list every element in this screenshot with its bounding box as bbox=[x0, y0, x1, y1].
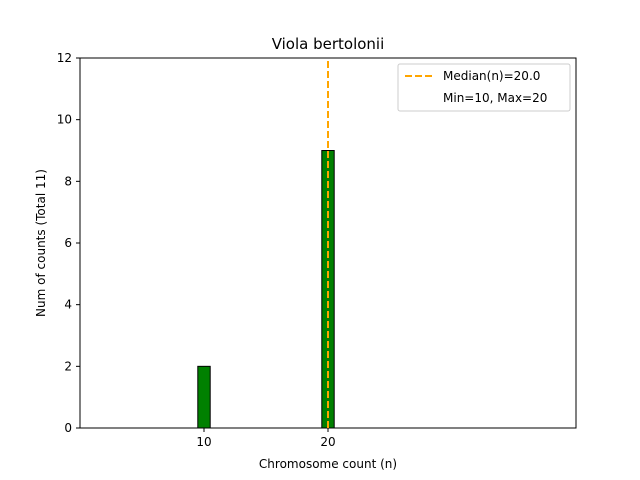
y-tick-label-10: 10 bbox=[57, 113, 72, 127]
y-axis-ticks: 0 2 4 6 8 10 12 bbox=[57, 51, 80, 435]
y-tick-label-2: 2 bbox=[64, 359, 72, 373]
chart-title: Viola bertolonii bbox=[272, 35, 385, 53]
y-axis-label: Num of counts (Total 11) bbox=[34, 169, 48, 317]
legend-median-label: Median(n)=20.0 bbox=[443, 69, 540, 83]
y-tick-label-4: 4 bbox=[64, 298, 72, 312]
x-axis-ticks: 10 20 bbox=[196, 428, 336, 449]
y-tick-label-6: 6 bbox=[64, 236, 72, 250]
y-tick-label-0: 0 bbox=[64, 421, 72, 435]
x-tick-label-20: 20 bbox=[320, 435, 335, 449]
legend-range-label: Min=10, Max=20 bbox=[443, 91, 547, 105]
x-tick-label-10: 10 bbox=[196, 435, 211, 449]
y-tick-label-12: 12 bbox=[57, 51, 72, 65]
bar-group bbox=[80, 150, 359, 429]
legend-box bbox=[397, 63, 571, 112]
y-tick-label-8: 8 bbox=[64, 174, 72, 188]
bar-10 bbox=[197, 365, 211, 429]
x-axis-label: Chromosome count (n) bbox=[259, 457, 397, 471]
legend: Median(n)=20.0 Min=10, Max=20 bbox=[397, 63, 571, 112]
